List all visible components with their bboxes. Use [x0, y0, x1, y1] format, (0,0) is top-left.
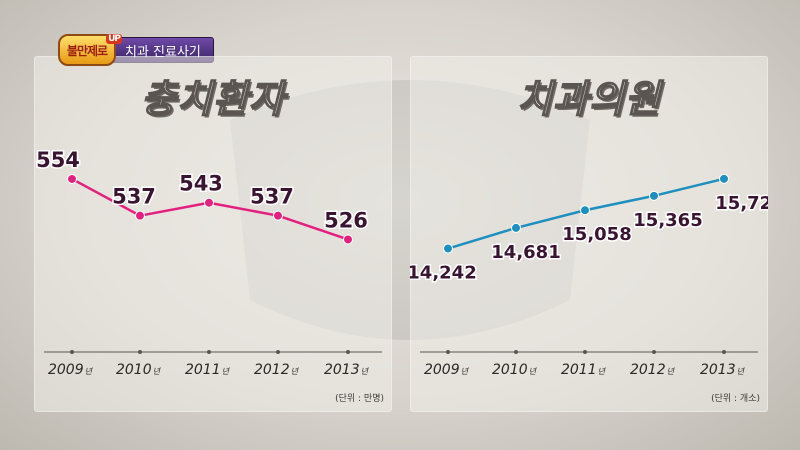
x-tick-suffix: 년 [667, 367, 676, 376]
x-axis-tick [138, 350, 142, 354]
x-tick-suffix: 년 [153, 367, 162, 376]
data-point [511, 222, 521, 233]
chart-panel-dental-clinics: 치과의원 2009년 2010년 2011년 2012년 2013년 14,242 14,6… [410, 56, 768, 412]
data-label: 15,058 [562, 224, 631, 245]
x-tick-label: 2013년 [324, 362, 370, 378]
x-tick-year: 2012 [254, 362, 290, 378]
data-label: 15,727 [715, 193, 768, 214]
x-tick-suffix: 년 [737, 367, 746, 376]
data-label: 14,242 [410, 263, 477, 284]
data-point [204, 197, 214, 208]
x-tick-year: 2013 [700, 362, 736, 378]
x-tick-suffix: 년 [85, 367, 94, 376]
data-label: 14,681 [491, 242, 560, 263]
x-tick-suffix: 년 [529, 367, 538, 376]
chart-title: 충치환자 [140, 76, 285, 122]
x-axis-tick [583, 350, 587, 354]
data-point [135, 210, 145, 221]
x-tick-year: 2009 [424, 362, 460, 378]
x-axis-tick [446, 350, 450, 354]
x-axis-tick [70, 350, 74, 354]
x-tick-year: 2012 [630, 362, 666, 378]
data-label: 537 [250, 185, 294, 209]
data-label: 543 [179, 172, 223, 196]
data-label: 537 [112, 185, 156, 209]
x-tick-label: 2010년 [116, 362, 162, 378]
x-tick-label: 2010년 [492, 362, 538, 378]
x-tick-label: 2012년 [630, 362, 676, 378]
x-tick-year: 2011 [185, 362, 221, 378]
data-point [343, 234, 353, 245]
program-logo-badge: UP [106, 34, 122, 44]
data-label: 15,365 [633, 210, 702, 231]
x-tick-year: 2013 [324, 362, 360, 378]
data-point [719, 173, 729, 184]
data-point [273, 210, 283, 221]
x-tick-suffix: 년 [598, 367, 607, 376]
x-tick-suffix: 년 [461, 367, 470, 376]
data-point [67, 173, 77, 184]
data-point [443, 243, 453, 254]
x-tick-year: 2010 [116, 362, 152, 378]
x-axis-tick [346, 350, 350, 354]
x-tick-label: 2011년 [561, 362, 607, 378]
x-tick-label: 2012년 [254, 362, 300, 378]
x-tick-label: 2009년 [424, 362, 470, 378]
x-axis-tick [276, 350, 280, 354]
x-tick-year: 2010 [492, 362, 528, 378]
x-tick-label: 2009년 [48, 362, 94, 378]
unit-label: (단위 : 개소) [711, 394, 760, 404]
line-chart-dental-clinics: 2009년 2010년 2011년 2012년 2013년14,24214,68115,… [410, 173, 768, 378]
x-tick-year: 2009 [48, 362, 84, 378]
x-axis-tick [722, 350, 726, 354]
x-tick-label: 2011년 [185, 362, 231, 378]
x-tick-suffix: 년 [361, 367, 370, 376]
data-label: 554 [36, 148, 80, 172]
x-tick-suffix: 년 [222, 367, 231, 376]
x-tick-label: 2013년 [700, 362, 746, 378]
program-logo: 불만제로 UP [58, 34, 122, 66]
data-point [580, 205, 590, 216]
chart-panel-cavity-patients: 충치환자 2009년 2010년 2011년 2012년 2013년 554 537 543 5… [34, 56, 392, 412]
chart-title: 치과의원 [516, 76, 661, 122]
program-logo-text: 불만제로 [66, 43, 108, 58]
unit-label: (단위 : 만명) [335, 394, 384, 404]
data-point [649, 190, 659, 201]
x-axis-tick [652, 350, 656, 354]
data-label: 526 [324, 208, 368, 232]
x-axis-tick [514, 350, 518, 354]
x-tick-year: 2011 [561, 362, 597, 378]
x-tick-suffix: 년 [291, 367, 300, 376]
x-axis-tick [207, 350, 211, 354]
